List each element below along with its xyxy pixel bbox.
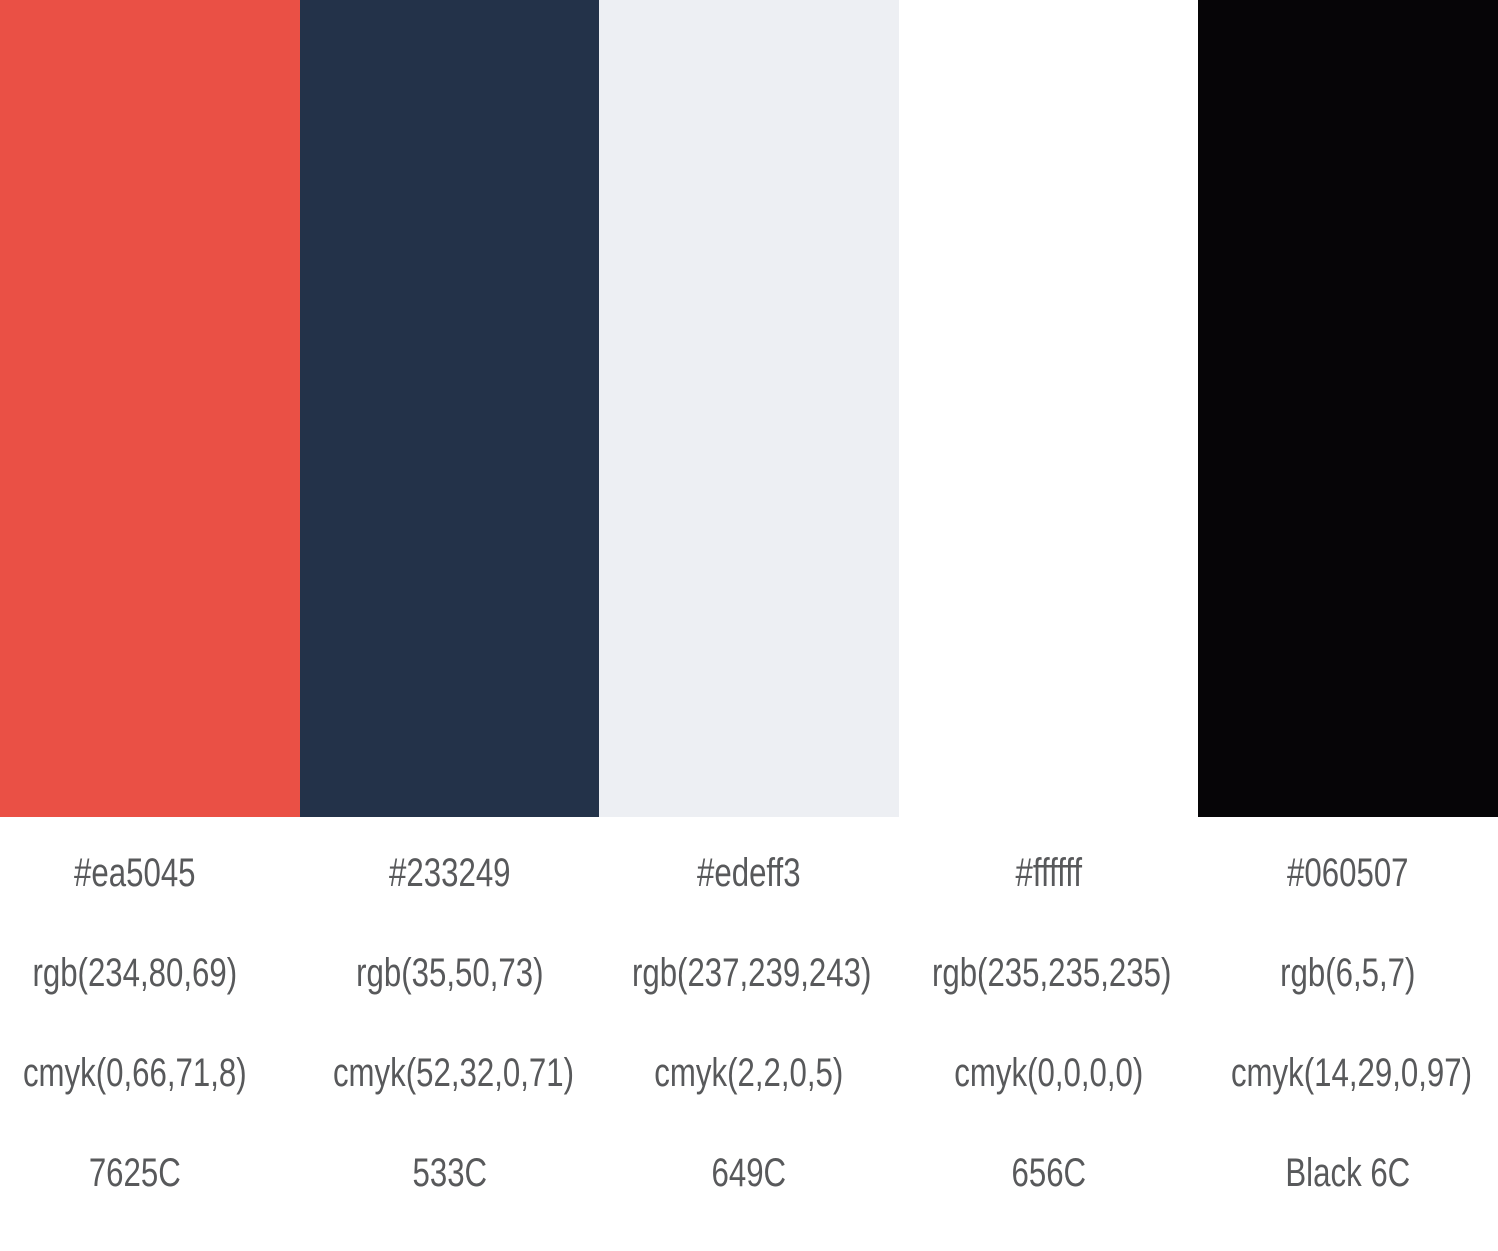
swatch-black-labels: #060507 rgb(6,5,7) cmyk(14,29,0,97) Blac… xyxy=(1198,817,1498,1251)
rgb-value: rgb(6,5,7) xyxy=(1280,951,1416,995)
hex-code: #ffffff xyxy=(1015,851,1082,895)
pantone-code: 7625C xyxy=(88,1151,181,1195)
swatch-light-gray-labels: #edeff3 rgb(237,239,243) cmyk(2,2,0,5) 6… xyxy=(599,817,899,1251)
swatch-navy xyxy=(299,0,600,817)
cmyk-value: cmyk(0,66,71,8) xyxy=(22,1051,247,1095)
swatch-black xyxy=(1198,0,1498,817)
hex-code: #edeff3 xyxy=(697,851,801,895)
hex-code: #ea5045 xyxy=(74,851,196,895)
swatch-white-labels: #ffffff rgb(235,235,235) cmyk(0,0,0,0) 6… xyxy=(899,817,1199,1251)
pantone-code: 649C xyxy=(711,1151,787,1195)
cmyk-value: cmyk(52,32,0,71) xyxy=(332,1051,574,1095)
palette-column-light-gray: #edeff3 rgb(237,239,243) cmyk(2,2,0,5) 6… xyxy=(599,0,899,1251)
rgb-value: rgb(35,50,73) xyxy=(355,951,544,995)
swatch-navy-labels: #233249 rgb(35,50,73) cmyk(52,32,0,71) 5… xyxy=(300,817,600,1251)
swatch-white xyxy=(898,0,1199,817)
palette-column-navy: #233249 rgb(35,50,73) cmyk(52,32,0,71) 5… xyxy=(299,0,600,1251)
rgb-value: rgb(237,239,243) xyxy=(632,951,872,995)
pantone-code: Black 6C xyxy=(1285,1151,1411,1195)
palette-column-red: #ea5045 rgb(234,80,69) cmyk(0,66,71,8) 7… xyxy=(0,0,300,1251)
swatch-red xyxy=(0,0,300,817)
swatch-red-labels: #ea5045 rgb(234,80,69) cmyk(0,66,71,8) 7… xyxy=(0,817,285,1251)
hex-code: #060507 xyxy=(1287,851,1409,895)
pantone-code: 656C xyxy=(1011,1151,1086,1195)
hex-code: #233249 xyxy=(388,851,511,895)
palette-column-white: #ffffff rgb(235,235,235) cmyk(0,0,0,0) 6… xyxy=(898,0,1199,1251)
cmyk-value: cmyk(14,29,0,97) xyxy=(1231,1051,1473,1095)
swatch-light-gray xyxy=(599,0,899,817)
rgb-value: rgb(235,235,235) xyxy=(931,951,1172,995)
rgb-value: rgb(234,80,69) xyxy=(32,951,238,995)
cmyk-value: cmyk(0,0,0,0) xyxy=(954,1051,1144,1095)
pantone-code: 533C xyxy=(412,1151,487,1195)
cmyk-value: cmyk(2,2,0,5) xyxy=(654,1051,844,1095)
palette-column-black: #060507 rgb(6,5,7) cmyk(14,29,0,97) Blac… xyxy=(1198,0,1498,1251)
